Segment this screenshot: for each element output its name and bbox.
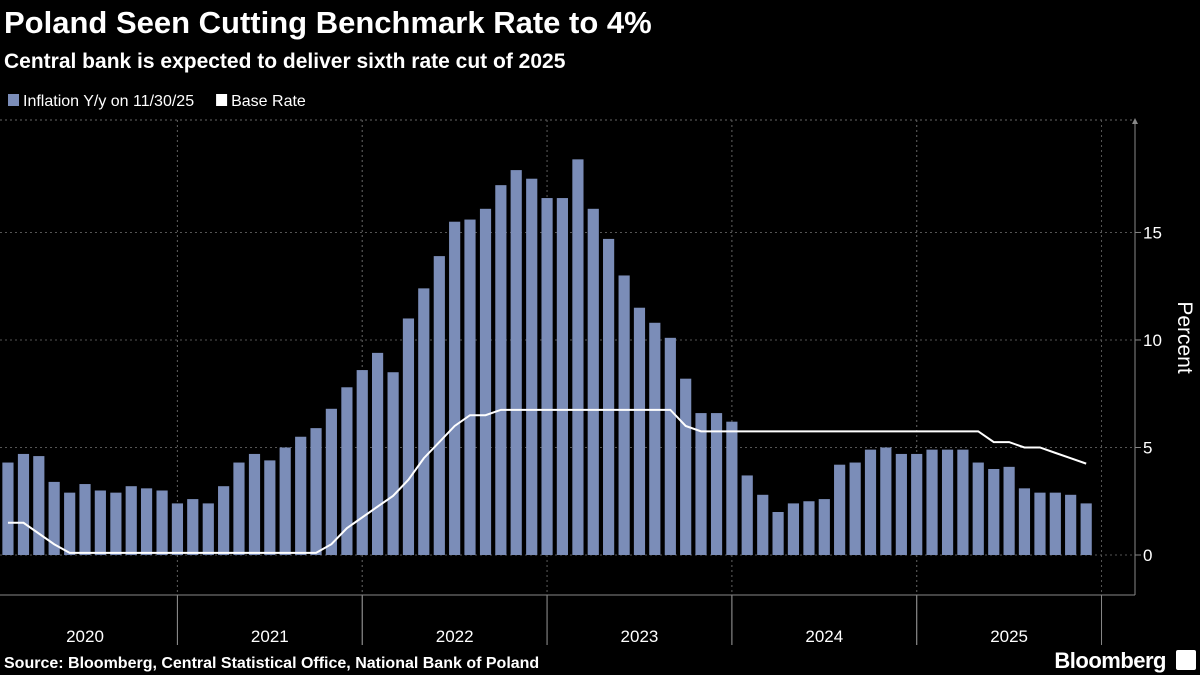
bar bbox=[264, 460, 276, 556]
bar bbox=[972, 462, 984, 556]
bar bbox=[864, 449, 877, 556]
bar bbox=[695, 413, 707, 556]
bar bbox=[941, 449, 954, 556]
bar bbox=[140, 488, 153, 556]
x-tick-label: 2024 bbox=[805, 627, 843, 646]
bar bbox=[356, 370, 368, 556]
bar bbox=[48, 481, 60, 556]
bar bbox=[541, 198, 553, 556]
chart-subtitle: Central bank is expected to deliver sixt… bbox=[4, 50, 566, 73]
y-tick-label: 0 bbox=[1143, 546, 1152, 565]
bar bbox=[1003, 466, 1015, 556]
bar bbox=[495, 185, 507, 556]
bar bbox=[818, 499, 830, 556]
bar bbox=[510, 170, 522, 556]
bar bbox=[33, 456, 45, 556]
bar bbox=[1018, 488, 1031, 556]
bar bbox=[803, 501, 815, 556]
bar bbox=[310, 428, 322, 556]
bar bbox=[957, 449, 969, 556]
bar bbox=[618, 275, 630, 556]
bar bbox=[64, 492, 76, 556]
bar bbox=[110, 492, 122, 556]
bar bbox=[233, 462, 245, 556]
y-tick-label: 10 bbox=[1143, 331, 1162, 350]
bar bbox=[464, 219, 476, 556]
bar bbox=[680, 378, 692, 556]
bar bbox=[171, 503, 184, 556]
x-tick-label: 2023 bbox=[621, 627, 659, 646]
bar bbox=[895, 453, 907, 556]
x-tick-label: 2022 bbox=[436, 627, 474, 646]
logo: Bloomberg bbox=[1054, 648, 1166, 673]
legend: Inflation Y/y on 11/30/25 Base Rate bbox=[8, 93, 306, 110]
bar bbox=[156, 490, 168, 556]
bar bbox=[988, 468, 1000, 556]
bar bbox=[649, 322, 661, 556]
bar bbox=[664, 337, 676, 556]
y-tick-label: 15 bbox=[1143, 223, 1162, 242]
bar bbox=[202, 503, 214, 556]
x-tick-label: 2021 bbox=[251, 627, 289, 646]
y-tick-label: 5 bbox=[1143, 438, 1152, 457]
bar bbox=[572, 159, 584, 556]
chart-title: Poland Seen Cutting Benchmark Rate to 4% bbox=[4, 5, 652, 40]
bar bbox=[633, 307, 646, 556]
bar bbox=[387, 372, 399, 556]
bar bbox=[556, 198, 568, 556]
bar bbox=[772, 511, 784, 556]
bar bbox=[710, 413, 723, 556]
bar bbox=[479, 208, 492, 556]
bar bbox=[526, 178, 538, 556]
bar bbox=[295, 436, 307, 556]
bar bbox=[248, 453, 261, 556]
bar bbox=[757, 494, 769, 556]
bar bbox=[94, 490, 106, 556]
bar bbox=[926, 449, 938, 556]
logo-icon bbox=[1176, 650, 1196, 670]
bar bbox=[433, 256, 445, 556]
source: Source: Bloomberg, Central Statistical O… bbox=[4, 655, 539, 672]
y-axis-label: Percent bbox=[1173, 301, 1196, 374]
bar bbox=[2, 462, 14, 556]
bar bbox=[187, 499, 199, 556]
bar bbox=[125, 486, 137, 556]
bar bbox=[587, 208, 599, 556]
line bbox=[7, 408, 1087, 554]
legend-label: Inflation Y/y on 11/30/25 bbox=[23, 93, 194, 110]
bar bbox=[371, 352, 384, 556]
bar bbox=[787, 503, 800, 556]
bar bbox=[1065, 494, 1077, 556]
bar bbox=[849, 462, 861, 556]
bar bbox=[726, 421, 738, 556]
bar bbox=[1034, 492, 1046, 556]
bar bbox=[603, 238, 615, 556]
bar bbox=[341, 387, 353, 556]
bar bbox=[449, 221, 461, 556]
y-axis-arrow bbox=[1132, 118, 1138, 124]
legend-swatch bbox=[8, 94, 19, 106]
bar bbox=[834, 464, 846, 556]
bar bbox=[218, 486, 230, 556]
bar bbox=[17, 453, 30, 556]
bar bbox=[1049, 492, 1061, 556]
x-tick-label: 2025 bbox=[990, 627, 1028, 646]
bar bbox=[279, 447, 291, 556]
x-tick-label: 2020 bbox=[66, 627, 104, 646]
bar bbox=[79, 484, 91, 556]
bar bbox=[1080, 503, 1092, 556]
bar bbox=[418, 288, 430, 556]
bar bbox=[741, 475, 753, 556]
bar bbox=[402, 318, 415, 556]
legend-label: Base Rate bbox=[231, 93, 306, 110]
legend-swatch bbox=[216, 94, 228, 106]
bar bbox=[325, 408, 337, 556]
bar bbox=[880, 447, 892, 556]
bar bbox=[911, 453, 923, 556]
